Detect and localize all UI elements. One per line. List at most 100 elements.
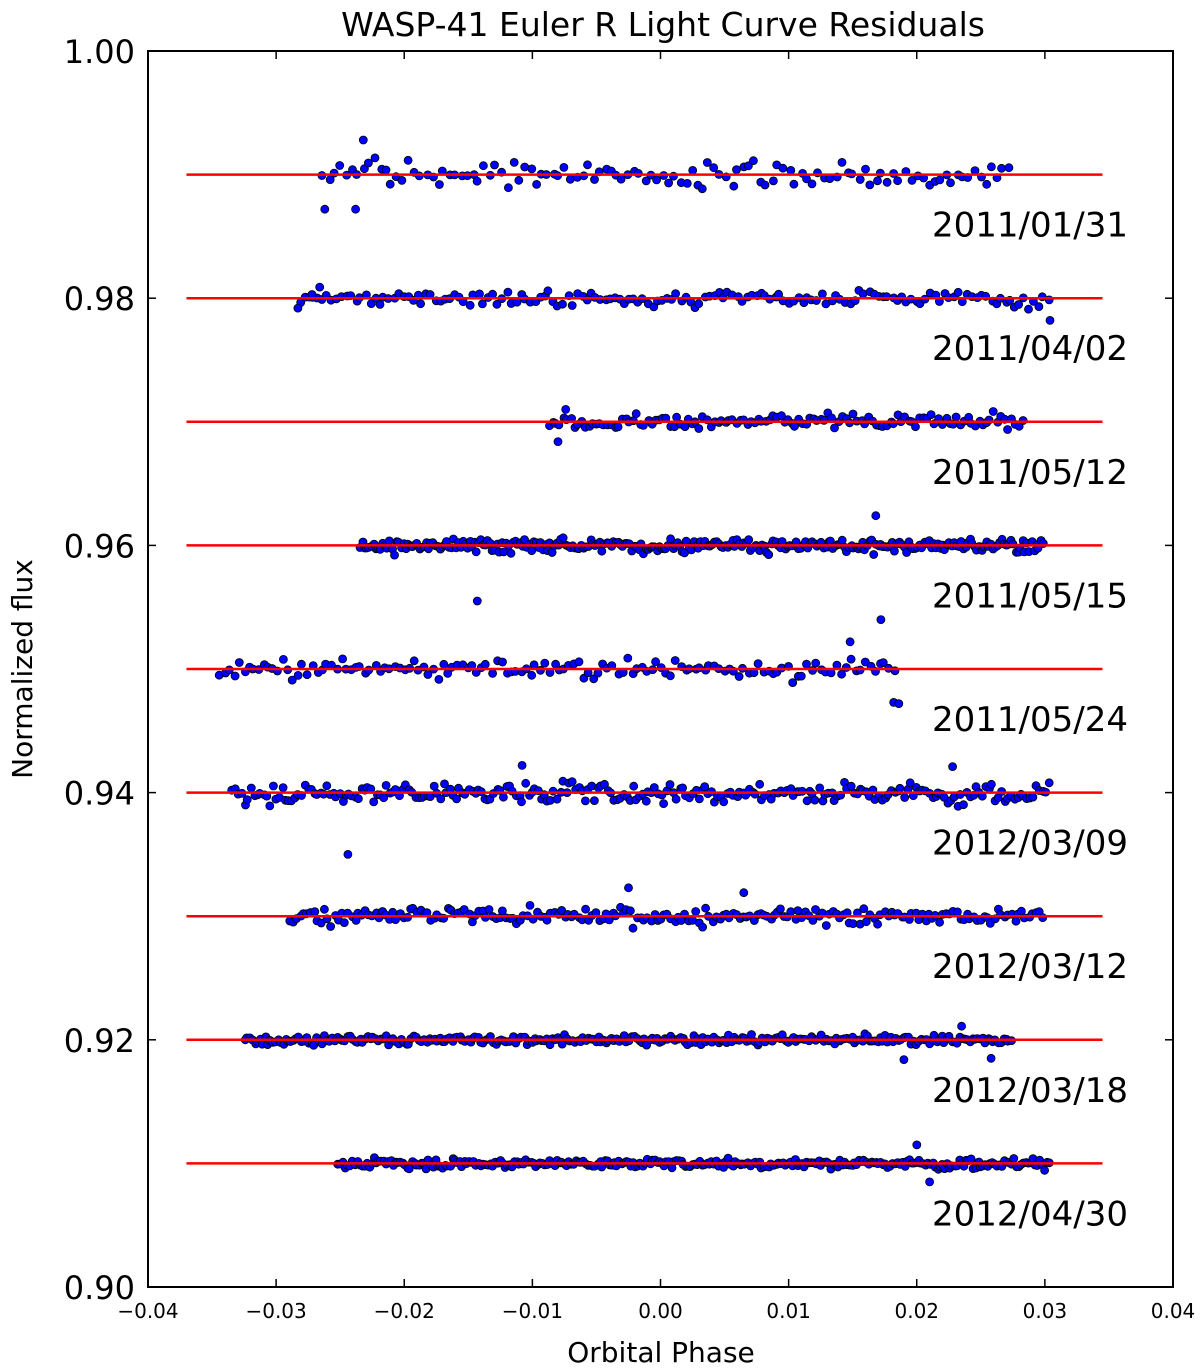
data-point <box>719 797 729 807</box>
data-point <box>553 437 563 447</box>
data-point <box>624 883 633 893</box>
data-point <box>1044 778 1054 788</box>
data-point <box>911 422 920 432</box>
data-point <box>925 1177 934 1187</box>
series-label: 2011/05/15 <box>932 576 1128 616</box>
data-point <box>1034 302 1044 312</box>
data-point <box>946 178 955 188</box>
data-point <box>855 175 865 184</box>
data-point <box>732 165 741 175</box>
series-2012-03-12 <box>186 883 1103 933</box>
data-point <box>529 660 539 670</box>
data-point <box>423 670 433 679</box>
data-point <box>865 180 875 190</box>
data-point <box>452 794 462 804</box>
data-point <box>319 904 329 914</box>
data-point <box>869 550 879 559</box>
data-point <box>475 289 484 299</box>
data-point <box>755 779 765 789</box>
x-tick-label: 0.01 <box>766 1299 811 1323</box>
data-point <box>517 797 526 807</box>
data-point <box>517 761 527 770</box>
data-point <box>335 161 345 170</box>
data-point <box>514 175 524 185</box>
data-point <box>574 657 584 667</box>
data-point <box>629 781 639 791</box>
data-point <box>1038 913 1048 922</box>
data-point <box>664 178 673 188</box>
data-point <box>769 176 778 186</box>
data-point <box>899 1055 909 1064</box>
data-point <box>404 1164 414 1174</box>
data-point <box>480 659 490 669</box>
data-point <box>873 176 882 186</box>
data-point <box>788 678 798 687</box>
data-point <box>558 299 567 309</box>
series-label: 2011/05/24 <box>932 700 1128 740</box>
data-point <box>369 797 379 807</box>
data-point <box>623 653 633 663</box>
y-tick-label: 0.90 <box>64 1269 135 1307</box>
data-point <box>1040 1165 1049 1175</box>
data-point <box>861 917 871 927</box>
data-point <box>488 669 498 678</box>
data-point <box>358 135 368 145</box>
series-2012-04-30 <box>186 1140 1103 1187</box>
data-point <box>436 794 446 804</box>
data-point <box>797 786 807 796</box>
data-point <box>876 615 886 624</box>
data-point <box>326 922 336 931</box>
data-point <box>859 904 869 914</box>
x-tick-label: 0.02 <box>894 1299 939 1323</box>
data-point <box>875 168 885 178</box>
series-2012-03-18 <box>186 1021 1103 1064</box>
data-point <box>845 637 855 647</box>
data-point <box>953 907 962 917</box>
data-point <box>581 796 590 806</box>
data-point <box>1028 792 1038 802</box>
data-point <box>691 907 701 916</box>
data-point <box>670 656 680 665</box>
data-point <box>310 907 320 916</box>
data-point <box>702 158 712 167</box>
data-point <box>492 299 502 309</box>
data-point <box>666 534 675 544</box>
data-point <box>339 918 349 927</box>
data-point <box>532 179 541 189</box>
data-point <box>293 671 303 680</box>
data-point <box>948 762 957 771</box>
data-point <box>747 1030 756 1039</box>
data-point <box>671 289 680 299</box>
data-point <box>246 783 256 793</box>
data-point <box>230 671 240 681</box>
data-point <box>821 921 831 930</box>
data-point <box>278 783 288 792</box>
data-point <box>841 663 851 672</box>
data-point <box>593 668 603 678</box>
data-point <box>665 780 675 789</box>
x-tick-label: −0.01 <box>502 1299 563 1323</box>
data-point <box>265 801 275 811</box>
data-point <box>590 175 599 184</box>
data-point <box>966 1154 976 1164</box>
data-point <box>440 779 449 789</box>
data-point <box>527 670 537 680</box>
series-2011-05-24 <box>186 637 1103 708</box>
data-point <box>557 906 567 915</box>
data-point <box>871 511 881 521</box>
data-point <box>912 1140 922 1150</box>
data-point <box>1018 416 1028 425</box>
data-point <box>472 176 482 186</box>
data-point <box>631 409 641 419</box>
data-point <box>503 287 513 297</box>
data-point <box>1024 304 1033 314</box>
data-point <box>652 175 661 185</box>
data-point <box>789 179 799 189</box>
data-point <box>709 163 719 173</box>
data-point <box>760 180 770 190</box>
data-point <box>900 793 910 802</box>
data-point <box>986 1053 996 1063</box>
series-label: 2012/03/12 <box>932 947 1128 987</box>
y-tick-label: 0.94 <box>64 775 135 813</box>
